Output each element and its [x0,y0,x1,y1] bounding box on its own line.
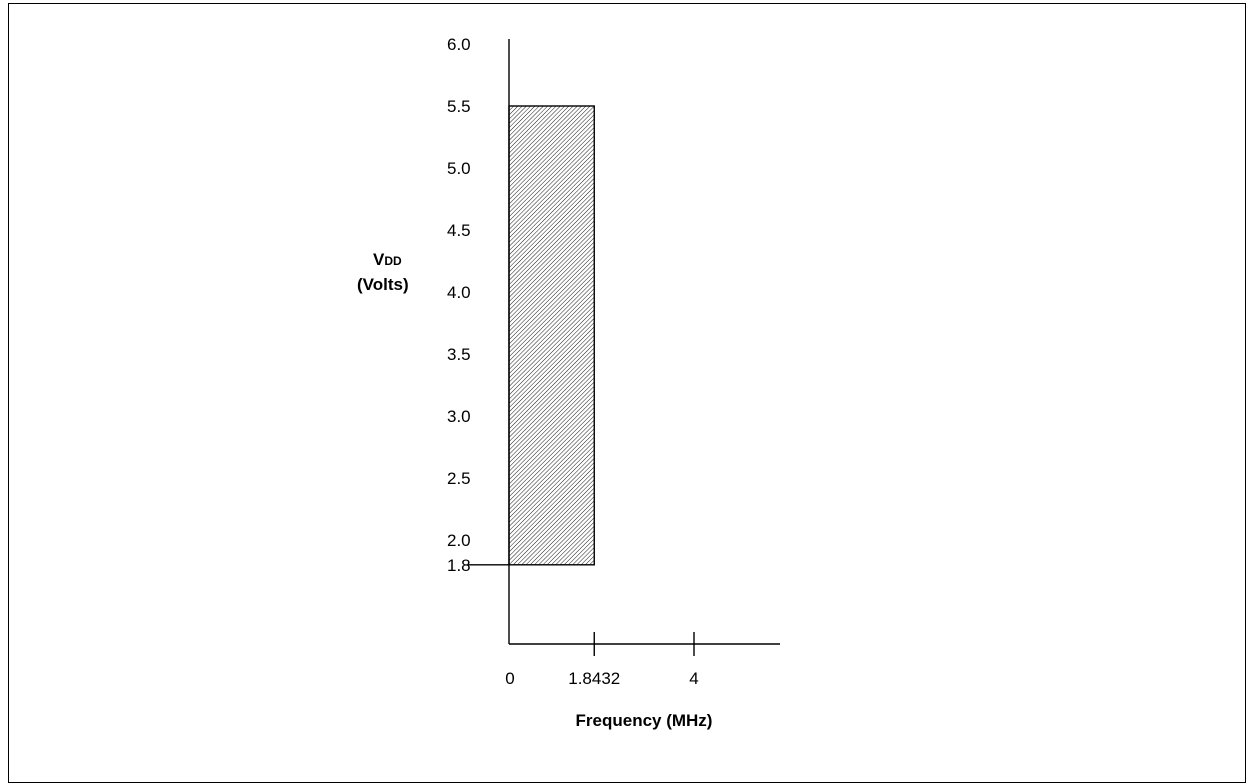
y-tick-label: 3.5 [447,345,471,364]
y-tick-label: 3.0 [447,407,471,426]
y-axis-title: VDD [373,250,402,269]
x-tick-label: 1.8432 [568,669,620,688]
y-tick-label: 5.5 [447,97,471,116]
y-tick-label: 5.0 [447,159,471,178]
y-tick-label: 2.0 [447,531,471,550]
x-tick-label: 4 [689,669,698,688]
y-tick-label: 4.0 [447,283,471,302]
y-tick-label: 2.5 [447,469,471,488]
x-tick-label: 0 [505,669,514,688]
y-axis-unit: (Volts) [357,275,409,294]
y-tick-label: 1.8 [447,556,471,575]
x-axis-title: Frequency (MHz) [576,711,713,730]
y-ticks-layer: 6.0 5.5 5.0 4.5 4.0 3.5 3.0 2.5 2.0 1.8 [447,35,509,575]
axes-layer [508,39,780,645]
y-tick-label: 4.5 [447,221,471,240]
operating-region-bar [508,105,595,566]
y-tick-label: 6.0 [447,35,471,54]
operating-region-layer [508,105,595,566]
y-axis-title-sub: DD [384,254,402,268]
y-axis-title-main: V [373,250,385,269]
x-ticks-layer: 0 1.8432 4 [505,632,699,688]
